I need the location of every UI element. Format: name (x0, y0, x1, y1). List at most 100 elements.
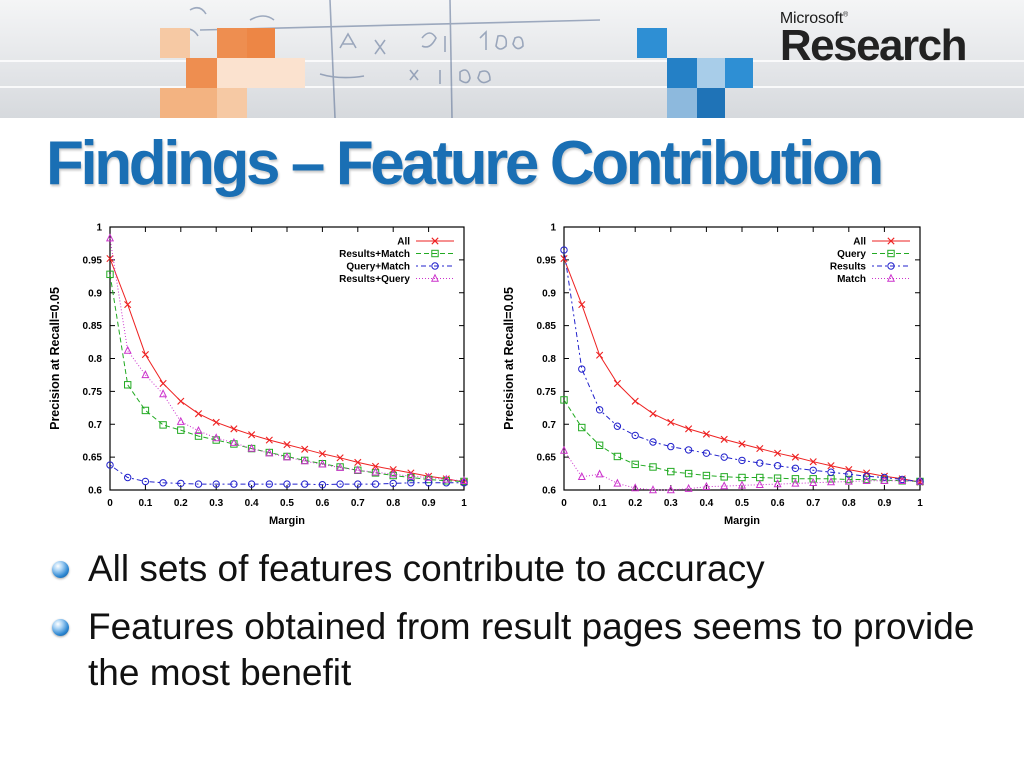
data-point (631, 483, 640, 492)
series-line (563, 399, 921, 482)
data-point (389, 471, 397, 480)
data-point (667, 418, 675, 426)
legend-marker (887, 249, 895, 258)
legend-label: Results (830, 262, 867, 273)
data-point (595, 441, 604, 449)
data-point (354, 480, 362, 488)
data-point (106, 254, 114, 263)
series-line (109, 464, 464, 486)
data-point (738, 456, 746, 465)
data-point (389, 469, 398, 478)
legend-label: Query+Match (346, 262, 410, 273)
legend-marker (886, 273, 896, 282)
x-tick-label: 0.6 (771, 498, 785, 509)
data-point (265, 480, 274, 488)
data-point (756, 444, 764, 453)
data-point (229, 437, 238, 446)
y-axis-label: Precision at Recall=0.05 (502, 287, 516, 430)
data-point (177, 426, 185, 434)
data-point (774, 449, 782, 457)
data-point (141, 350, 149, 359)
data-point (827, 468, 835, 476)
data-point (123, 345, 132, 354)
data-point (649, 463, 657, 471)
plot-frame (563, 226, 921, 491)
chart-single-features: 0.6 0.65 0.7 0.75 0.8 0.85 0.9 0.95 1 0 0.1 0.2 0.3 0… (498, 215, 930, 530)
data-point (684, 446, 693, 454)
decor-square (217, 28, 247, 58)
data-point (578, 423, 586, 432)
x-tick-label: 0.8 (842, 498, 856, 509)
data-point (845, 475, 853, 484)
y-tick-label: 0.9 (88, 288, 102, 299)
data-point (353, 465, 362, 474)
data-point (406, 471, 415, 480)
data-point (702, 471, 711, 480)
data-point (424, 479, 433, 487)
y-tick-label: 0.65 (537, 453, 557, 464)
series-query (560, 396, 924, 486)
data-point (354, 458, 362, 466)
x-tick-label: 0.4 (699, 498, 713, 509)
legend-marker (430, 273, 440, 282)
data-point (613, 452, 622, 461)
data-point (844, 476, 853, 485)
data-point (371, 480, 380, 488)
data-point (159, 479, 167, 487)
data-point (389, 479, 397, 488)
decor-square (160, 28, 190, 58)
data-point (230, 480, 238, 488)
chart-feature-pairs-svg: 0.6 0.65 0.7 0.75 0.8 0.85 0.9 0.95 1 0 0.1 0.2 0.3 0… (48, 223, 469, 527)
x-tick-label: 0.9 (422, 498, 436, 509)
legend-label: Query (837, 249, 866, 260)
data-point (702, 430, 710, 438)
data-point (141, 370, 150, 379)
decor-square (160, 88, 218, 118)
data-point (106, 270, 114, 279)
data-point (177, 479, 185, 488)
x-tick-label: 0.1 (138, 498, 152, 509)
data-point (613, 379, 621, 388)
data-point (248, 431, 256, 439)
data-point (631, 397, 639, 405)
data-point (371, 462, 380, 470)
series-line (563, 249, 921, 482)
data-point (301, 445, 309, 453)
data-point (212, 480, 220, 488)
y-tick-label: 0.6 (88, 486, 102, 497)
x-tick-label: 0.7 (806, 498, 820, 509)
data-point (809, 458, 817, 466)
x-axis-label: Margin (724, 515, 760, 527)
data-point (194, 426, 203, 435)
data-point (737, 480, 747, 489)
data-point (809, 477, 818, 486)
data-point (631, 431, 639, 440)
data-point (265, 448, 274, 457)
decor-square (725, 58, 753, 88)
data-point (880, 475, 889, 484)
data-point (230, 425, 238, 433)
data-point (212, 433, 221, 442)
data-point (194, 410, 203, 418)
data-point (105, 233, 115, 242)
x-tick-label: 0.2 (174, 498, 188, 509)
series-query-match (106, 461, 468, 489)
data-point (720, 435, 728, 443)
legend-label: Results+Query (339, 274, 410, 285)
data-point (791, 478, 800, 487)
microsoft-research-logo: Microsoft® Research (779, 10, 968, 70)
data-point (578, 365, 586, 373)
bullet-item: All sets of features contribute to accur… (50, 546, 990, 592)
data-point (791, 464, 800, 473)
header-banner: Microsoft® Research (0, 0, 1024, 118)
data-point (407, 473, 415, 482)
logo-division: Research (779, 21, 968, 70)
decor-square (217, 58, 305, 88)
plot-frame (109, 226, 465, 491)
data-point (336, 454, 344, 462)
series-line (109, 238, 465, 482)
y-axis-label: Precision at Recall=0.05 (48, 287, 62, 430)
data-point (442, 477, 451, 485)
series-line (109, 258, 465, 483)
legend-marker (431, 237, 439, 245)
